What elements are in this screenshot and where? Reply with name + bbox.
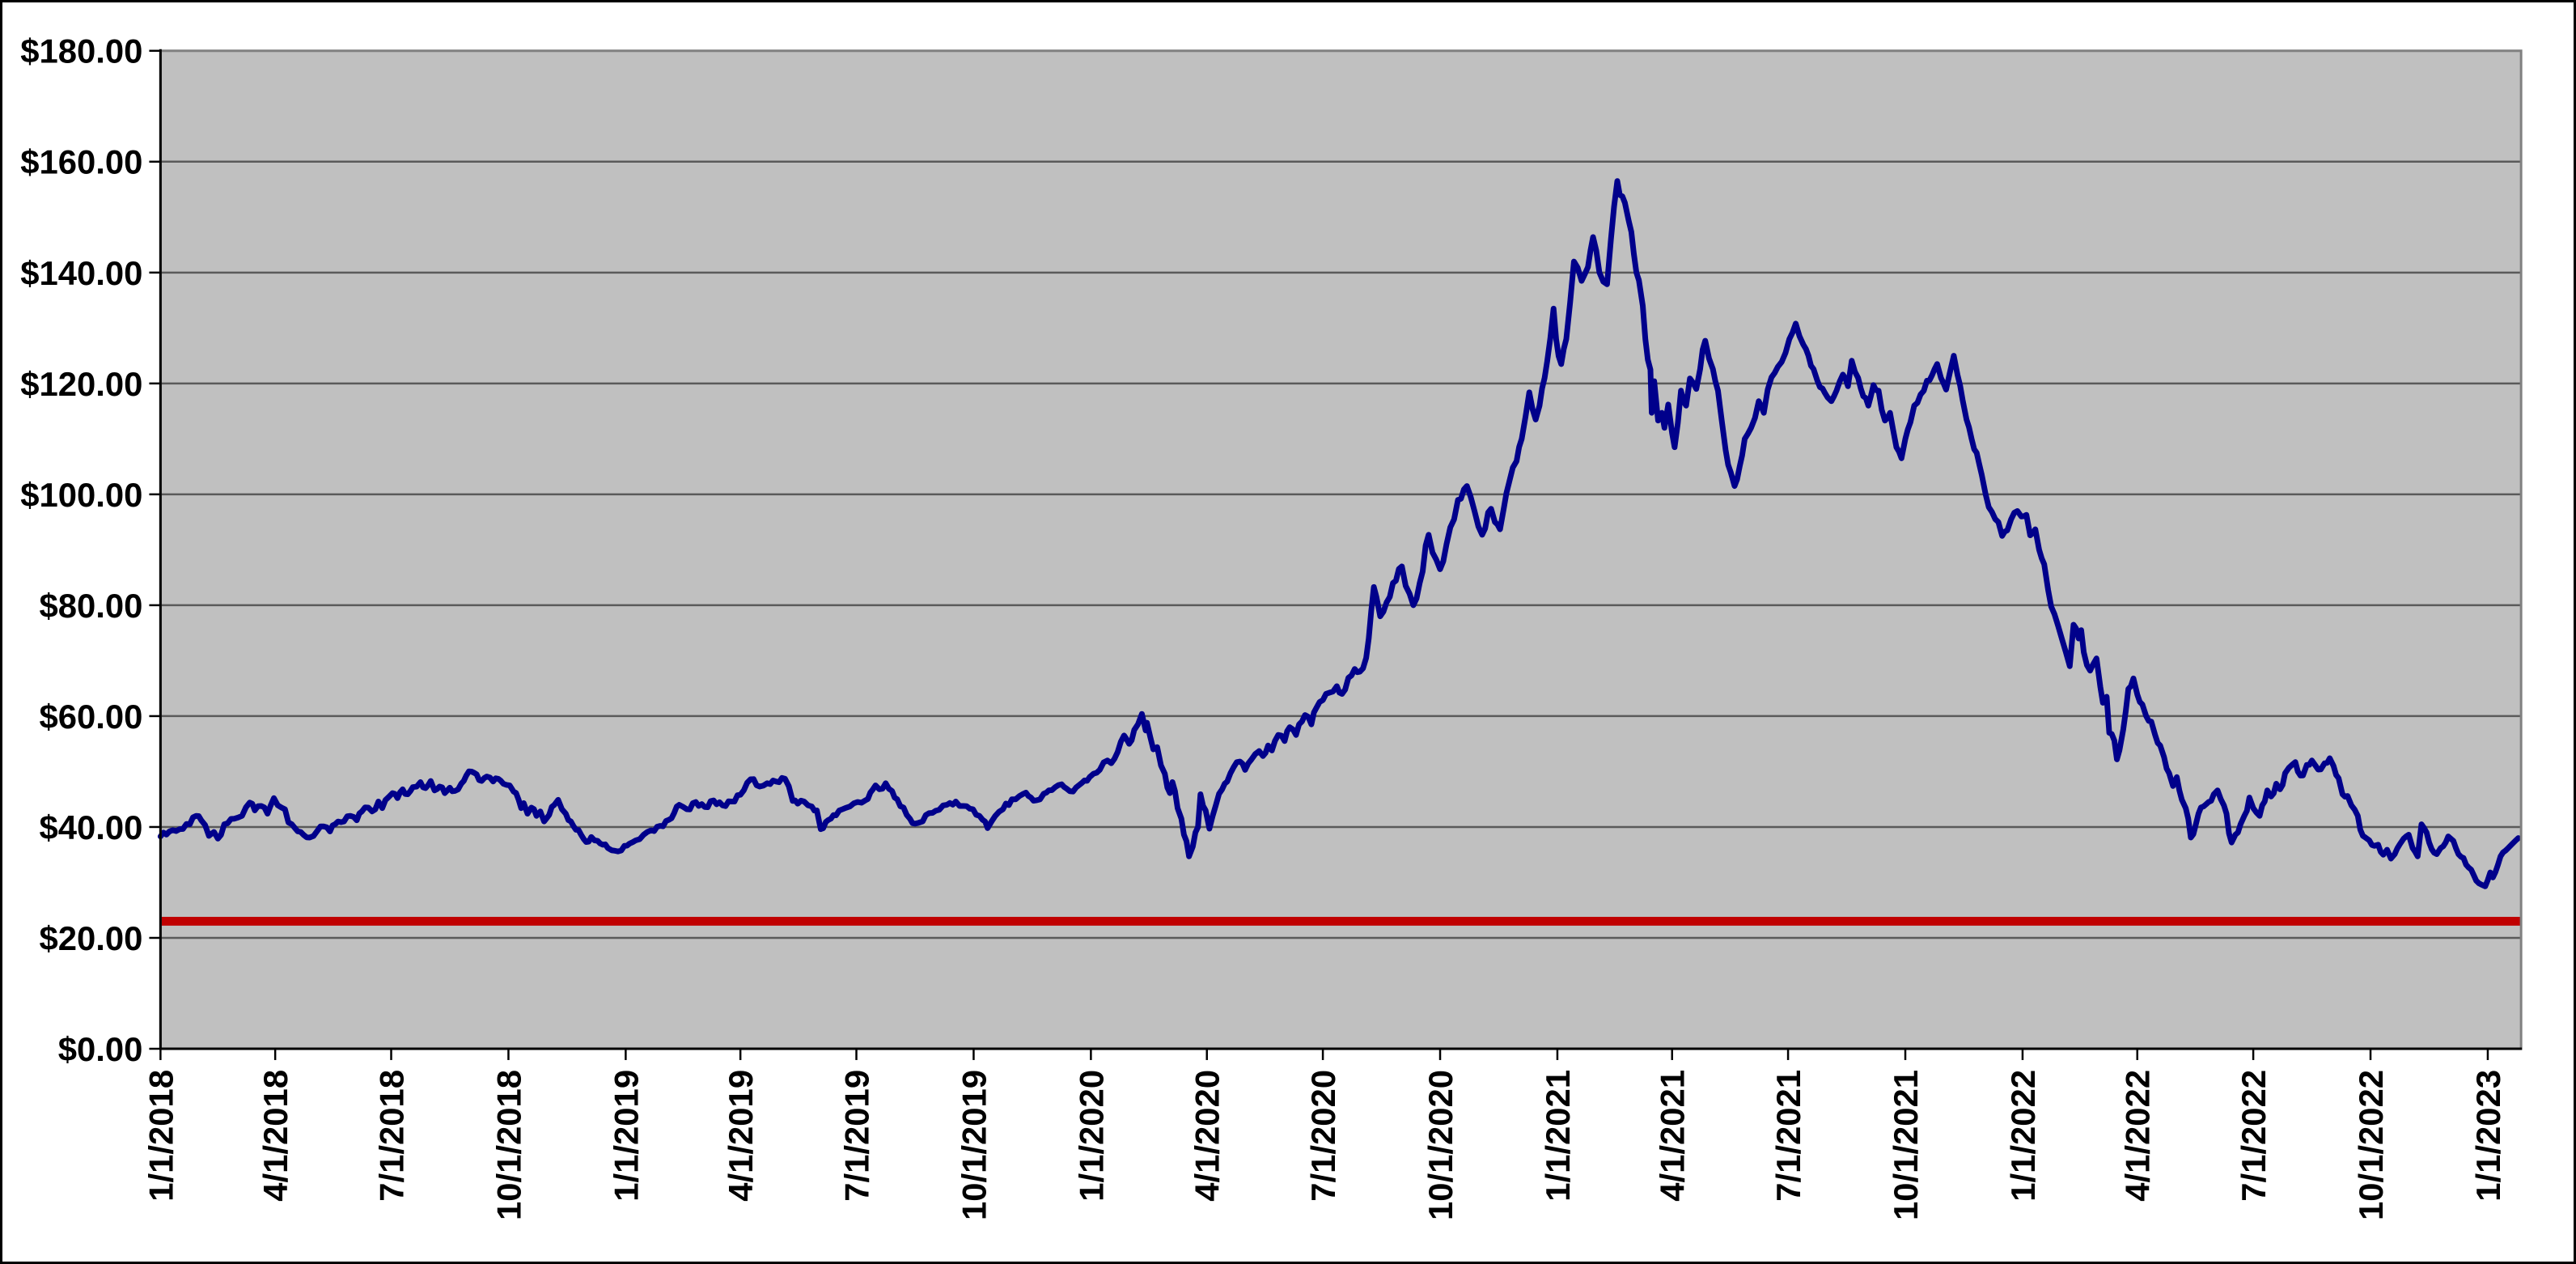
y-axis-label: $80.00 <box>40 587 143 625</box>
gridlines <box>160 160 2522 940</box>
series-layer <box>157 178 2522 889</box>
x-axis-label: 10/1/2019 <box>955 1070 993 1220</box>
y-axis-label: $60.00 <box>40 698 143 736</box>
x-axis-label: 1/1/2020 <box>1072 1070 1110 1202</box>
y-axis-label: $0.00 <box>58 1030 143 1068</box>
x-axis-label: 1/1/2018 <box>142 1070 180 1202</box>
x-axis-label: 4/1/2021 <box>1654 1070 1692 1202</box>
x-axis-label: 7/1/2020 <box>1304 1070 1342 1202</box>
x-axis-label: 10/1/2022 <box>2352 1070 2390 1220</box>
y-axis-label: $160.00 <box>20 143 142 181</box>
x-axis-label: 7/1/2021 <box>1769 1070 1807 1202</box>
y-axis-label: $120.00 <box>20 365 142 403</box>
x-axis-label: 1/1/2023 <box>2469 1070 2507 1202</box>
y-axis-label: $180.00 <box>20 32 142 70</box>
x-axis-label: 1/1/2022 <box>2004 1070 2042 1202</box>
axis-labels-layer: $180.00 $160.00 $140.00 $120.00 $100.00 $80.0… <box>20 32 2507 1220</box>
x-axis-label: 7/1/2022 <box>2235 1070 2273 1202</box>
x-axis-label: 10/1/2018 <box>489 1070 527 1220</box>
axes-layer <box>149 49 2523 1060</box>
x-axis-label: 4/1/2022 <box>2119 1070 2157 1202</box>
y-axis-label: $40.00 <box>40 808 143 846</box>
x-axis-label: 7/1/2018 <box>372 1070 410 1202</box>
x-axis-label: 4/1/2018 <box>256 1070 294 1202</box>
x-axis-label: 4/1/2019 <box>722 1070 760 1202</box>
y-axis-label: $100.00 <box>20 476 142 514</box>
x-axis-label: 1/1/2021 <box>1539 1070 1577 1202</box>
plot-area-background <box>160 50 2522 1050</box>
y-axis-label: $20.00 <box>40 919 143 957</box>
x-axis-label: 10/1/2021 <box>1887 1070 1925 1220</box>
x-axis-label: 4/1/2020 <box>1188 1070 1227 1202</box>
y-axis-label: $140.00 <box>20 254 142 292</box>
price-line <box>157 178 2522 889</box>
x-axis-label: 1/1/2019 <box>607 1070 645 1202</box>
x-axis-label: 7/1/2019 <box>837 1070 875 1202</box>
plot-area <box>160 50 2522 1050</box>
x-axis-label: 10/1/2020 <box>1421 1070 1460 1220</box>
